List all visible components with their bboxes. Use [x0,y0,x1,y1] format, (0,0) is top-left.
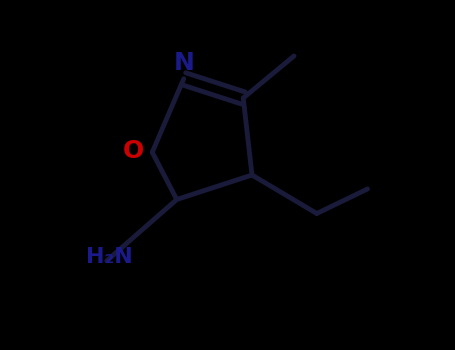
Text: N: N [173,51,194,75]
Text: O: O [122,139,144,163]
Text: H₂N: H₂N [86,247,132,267]
